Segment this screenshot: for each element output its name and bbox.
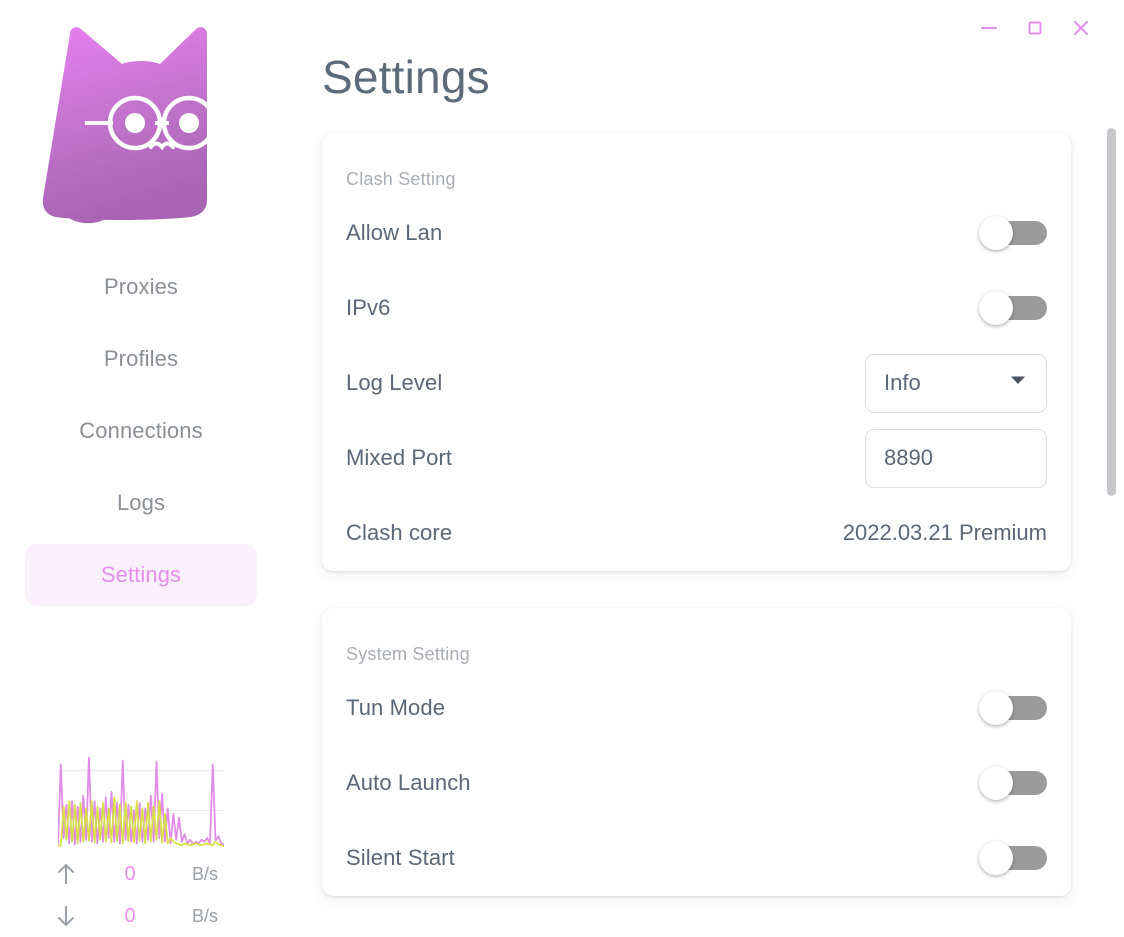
toggle-knob <box>979 691 1013 726</box>
row-silent-start: Silent Start <box>346 821 1047 896</box>
row-allow-lan: Allow Lan <box>346 196 1047 271</box>
row-label: Log Level <box>346 370 443 396</box>
close-icon <box>1074 21 1088 35</box>
log-level-value: Info <box>884 370 921 396</box>
maximize-button[interactable] <box>1012 10 1058 46</box>
upload-speed-unit: B/s <box>191 863 218 884</box>
sidebar-item-connections[interactable]: Connections <box>25 400 257 462</box>
row-label: Allow Lan <box>346 220 443 246</box>
row-log-level: Log Level Info <box>346 346 1047 421</box>
settings-cards: Clash Setting Allow Lan IPv6 <box>322 132 1071 896</box>
download-speed-value: 0 <box>124 904 136 927</box>
toggle-knob <box>979 216 1013 251</box>
sidebar-item-label: Logs <box>116 490 166 515</box>
row-label: Silent Start <box>346 845 455 871</box>
close-button[interactable] <box>1058 10 1104 46</box>
row-ipv6: IPv6 <box>346 271 1047 346</box>
download-speed-unit: B/s <box>191 905 218 926</box>
row-tun-mode: Tun Mode <box>346 671 1047 746</box>
traffic-widget: 0 B/s 0 B/s <box>0 757 282 929</box>
log-level-select[interactable]: Info <box>865 353 1047 413</box>
upload-speed-value: 0 <box>124 862 136 885</box>
row-auto-launch: Auto Launch <box>346 746 1047 821</box>
page-title: Settings <box>322 51 490 103</box>
app-logo <box>41 18 241 230</box>
scrollbar-thumb[interactable] <box>1107 128 1116 496</box>
mixed-port-value: 8890 <box>884 445 933 471</box>
sidebar-item-proxies[interactable]: Proxies <box>25 256 257 318</box>
row-label: Auto Launch <box>346 770 471 796</box>
sidebar: Proxies Profiles Connections Logs Settin… <box>0 0 282 937</box>
toggle-knob <box>979 841 1013 876</box>
title-bar <box>0 0 1124 56</box>
scrollbar-track[interactable] <box>1106 0 1120 937</box>
row-label: Tun Mode <box>346 695 446 721</box>
mixed-port-input[interactable]: 8890 <box>865 428 1047 488</box>
maximize-icon <box>1028 21 1042 35</box>
sidebar-item-settings[interactable]: Settings <box>25 544 257 606</box>
sidebar-item-label: Connections <box>79 418 203 443</box>
row-label: Mixed Port <box>346 445 453 471</box>
row-label: Clash core <box>346 520 453 546</box>
allow-lan-toggle[interactable] <box>979 216 1047 251</box>
chevron-down-icon <box>1008 370 1028 396</box>
upload-speed-row: 0 B/s <box>46 861 236 887</box>
sidebar-item-profiles[interactable]: Profiles <box>25 328 257 390</box>
sidebar-item-logs[interactable]: Logs <box>25 472 257 534</box>
clash-setting-card: Clash Setting Allow Lan IPv6 <box>322 132 1071 571</box>
minimize-button[interactable] <box>966 10 1012 46</box>
minimize-icon <box>981 27 997 29</box>
download-speed-row: 0 B/s <box>46 903 236 929</box>
toggle-knob <box>979 291 1013 326</box>
tun-mode-toggle[interactable] <box>979 691 1047 726</box>
silent-start-toggle[interactable] <box>979 841 1047 876</box>
auto-launch-toggle[interactable] <box>979 766 1047 801</box>
settings-content: Settings Clash Setting Allow Lan IPv6 <box>282 0 1124 937</box>
sidebar-item-label: Profiles <box>103 346 179 371</box>
row-mixed-port: Mixed Port 8890 <box>346 421 1047 496</box>
speed-indicators: 0 B/s 0 B/s <box>46 861 236 929</box>
arrow-up-icon <box>46 861 86 887</box>
cat-logo-icon <box>42 27 227 224</box>
arrow-down-icon <box>46 903 86 929</box>
sidebar-item-label: Proxies <box>103 274 179 299</box>
traffic-sparkline-chart <box>58 757 224 848</box>
ipv6-toggle[interactable] <box>979 291 1047 326</box>
sidebar-nav: Proxies Profiles Connections Logs Settin… <box>25 256 257 606</box>
traffic-chart <box>58 757 224 849</box>
card-title: System Setting <box>346 643 470 664</box>
system-setting-card: System Setting Tun Mode Auto Launch <box>322 607 1071 896</box>
card-title: Clash Setting <box>346 168 456 189</box>
toggle-knob <box>979 766 1013 801</box>
clash-core-version: 2022.03.21 Premium <box>842 520 1047 546</box>
row-clash-core: Clash core 2022.03.21 Premium <box>346 496 1047 571</box>
sidebar-item-label: Settings <box>100 562 182 587</box>
row-label: IPv6 <box>346 295 391 321</box>
